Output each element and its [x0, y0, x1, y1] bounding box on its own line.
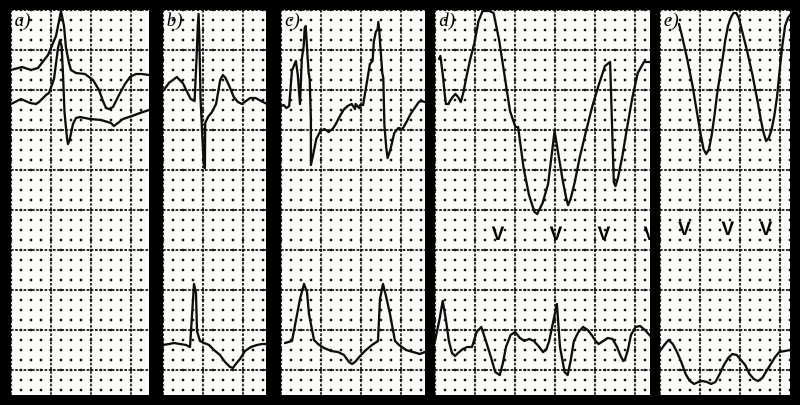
svg-text:V: V: [678, 219, 691, 240]
svg-text:V: V: [760, 219, 773, 240]
svg-text:V: V: [550, 224, 563, 245]
svg-text:V: V: [721, 219, 734, 240]
svg-text:V: V: [492, 224, 505, 245]
svg-text:V: V: [598, 224, 611, 245]
svg-text:V: V: [644, 224, 650, 245]
